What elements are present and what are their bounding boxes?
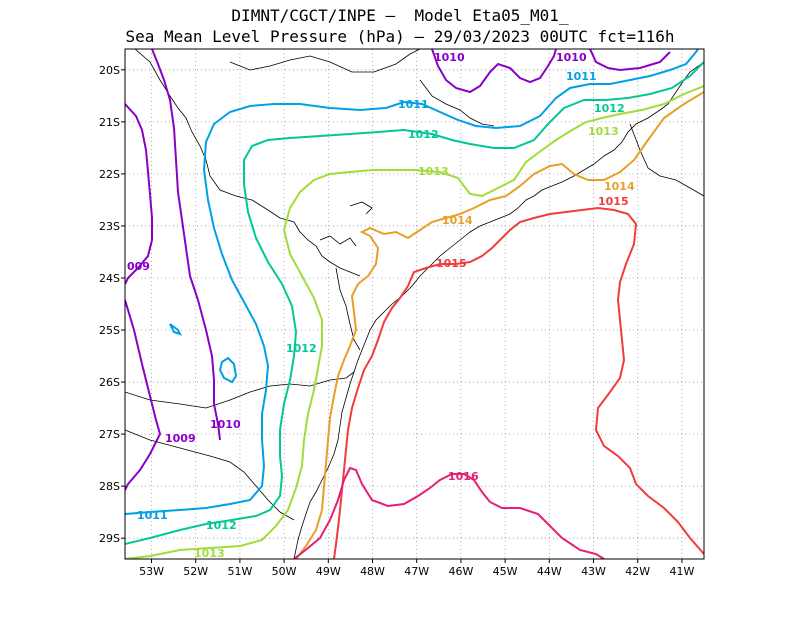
contour-label: 1010: [210, 418, 241, 431]
isobar-1010: [431, 49, 557, 94]
contour-label: 1012: [408, 128, 439, 141]
state-border: [134, 49, 361, 277]
chart-title-line1: DIMNT/CGCT/INPE – Model Eta05_M01_: [231, 6, 569, 25]
x-tick-label: 41W: [669, 565, 694, 578]
state-border: [419, 79, 495, 127]
contour-label: 1015: [598, 195, 629, 208]
isobar-1016: [293, 466, 605, 559]
x-tick-label: 51W: [227, 565, 252, 578]
y-tick-label: 27S: [99, 428, 120, 441]
x-axis-ticks: 53W 52W 51W 50W 49W 48W 47W 46W 45W 44W 43W 42W 41W: [139, 559, 694, 578]
contour-label: 1013: [418, 165, 449, 178]
contour-label: 1012: [594, 102, 625, 115]
x-tick-label: 45W: [493, 565, 518, 578]
contour-label: 009: [127, 260, 150, 273]
contour-label: 1012: [286, 342, 317, 355]
y-tick-label: 22S: [99, 168, 120, 181]
contour-label: 1010: [434, 51, 465, 64]
isobar-1011: [169, 323, 182, 336]
contour-label: 1013: [588, 125, 619, 138]
y-tick-label: 28S: [99, 480, 120, 493]
isobar-1011: [125, 49, 699, 515]
plot-area: [125, 49, 704, 559]
contour-label: 1012: [206, 519, 237, 532]
x-tick-label: 43W: [581, 565, 606, 578]
contour-label: 1011: [137, 509, 168, 522]
x-tick-label: 50W: [272, 565, 297, 578]
isobar-1010: [589, 49, 671, 72]
y-tick-label: 26S: [99, 376, 120, 389]
y-tick-label: 24S: [99, 272, 120, 285]
y-tick-label: 21S: [99, 116, 120, 129]
y-tick-label: 20S: [99, 64, 120, 77]
contour-label: 1014: [442, 214, 473, 227]
isobar-1013: [125, 85, 704, 559]
reservoir: [349, 201, 373, 215]
contour-label: 1013: [194, 547, 225, 560]
x-tick-label: 47W: [404, 565, 429, 578]
y-tick-label: 23S: [99, 220, 120, 233]
isobar-1015: [333, 206, 704, 559]
contour-label: 1014: [604, 180, 635, 193]
contour-label: 1011: [566, 70, 597, 83]
isobar-1014: [295, 91, 704, 559]
grid-lines: [125, 49, 704, 559]
isobar-1011: [218, 356, 238, 384]
isobar-1010: [151, 49, 221, 441]
y-axis-ticks: 20S 21S 22S 23S 24S 25S 26S 27S 28S 29S: [99, 64, 125, 545]
contours: [125, 49, 704, 559]
x-tick-label: 42W: [625, 565, 650, 578]
coastline: [293, 61, 704, 559]
contour-label: 1016: [448, 470, 479, 483]
reservoir: [319, 235, 357, 247]
contour-labels: 009 1009 1010 1010 1010 1011 1011 1011 1…: [127, 51, 635, 560]
contour-label: 1009: [165, 432, 196, 445]
isobar-1009: [125, 299, 162, 491]
y-tick-label: 29S: [99, 532, 120, 545]
chart-title-line2: Sea Mean Level Pressure (hPa) – 29/03/20…: [125, 27, 675, 46]
x-tick-label: 44W: [537, 565, 562, 578]
x-tick-label: 48W: [360, 565, 385, 578]
contour-label: 1010: [556, 51, 587, 64]
lake: [335, 267, 361, 351]
isobar-1012: [125, 61, 704, 545]
x-tick-label: 52W: [183, 565, 208, 578]
x-tick-label: 53W: [139, 565, 164, 578]
state-border: [229, 49, 421, 73]
y-tick-label: 25S: [99, 324, 120, 337]
x-tick-label: 46W: [448, 565, 473, 578]
state-border: [125, 371, 355, 409]
contour-label: 1011: [398, 98, 429, 111]
x-tick-label: 49W: [316, 565, 341, 578]
contour-label: 1015: [436, 257, 467, 270]
plot-frame: [124, 48, 705, 560]
isobar-1009: [125, 103, 153, 285]
